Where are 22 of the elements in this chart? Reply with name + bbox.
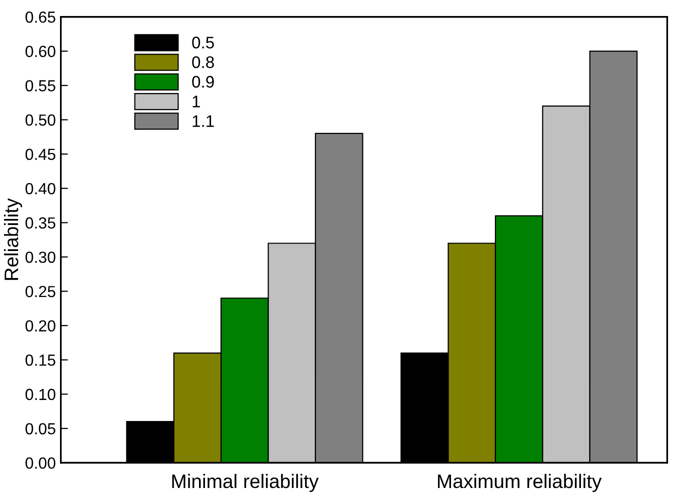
legend-label: 0.9 xyxy=(192,76,214,88)
x-tick-label: Minimal reliability xyxy=(172,474,319,492)
legend-label: 0.5 xyxy=(192,36,214,48)
y-tick-label: 0.05 xyxy=(26,423,56,434)
y-tick-label: 0.15 xyxy=(26,354,56,366)
legend-label: 1 xyxy=(192,96,200,108)
y-tick-label: 0.40 xyxy=(26,183,56,194)
y-tick-label: 0.25 xyxy=(26,286,56,298)
y-tick-label: 0.45 xyxy=(26,148,56,160)
y-tick-label: 0.10 xyxy=(26,388,56,400)
y-tick-label: 0.50 xyxy=(26,114,56,126)
x-tick-label: Maximum reliability xyxy=(438,474,602,492)
y-tick-label: 0.65 xyxy=(26,12,56,23)
y-axis-title: Reliability xyxy=(4,198,22,280)
legend-label: 1.1 xyxy=(192,115,214,127)
y-tick-label: 0.00 xyxy=(26,457,56,469)
y-tick-label: 0.20 xyxy=(26,320,56,332)
y-tick-label: 0.55 xyxy=(26,80,56,92)
y-tick-label: 0.30 xyxy=(26,252,56,263)
legend-label: 0.8 xyxy=(192,56,214,68)
y-tick-label: 0.35 xyxy=(26,217,56,229)
y-tick-label: 0.60 xyxy=(26,46,56,58)
